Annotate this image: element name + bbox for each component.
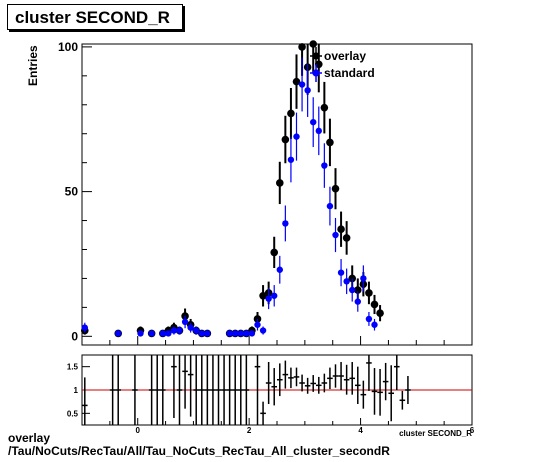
legend: overlay standard — [310, 47, 375, 82]
data-point — [159, 330, 166, 337]
data-point — [248, 330, 256, 337]
data-point — [321, 162, 328, 169]
data-point — [281, 135, 290, 144]
data-point — [176, 327, 183, 334]
caption: overlay /Tau/NoCuts/RecTau/All/Tau_NoCut… — [8, 432, 390, 458]
data-point — [337, 269, 345, 276]
legend-marker — [312, 69, 320, 77]
ratio-x-tick-label: 4 — [358, 426, 363, 435]
main-axis-ticks: 0 50 100 — [58, 40, 473, 345]
data-point — [259, 291, 267, 300]
data-point — [265, 295, 272, 302]
chart-title: cluster SECOND_R — [7, 4, 183, 30]
data-point — [204, 330, 211, 337]
data-point — [349, 286, 356, 294]
main-series-layer — [80, 40, 384, 338]
data-point — [342, 234, 351, 242]
legend-label-overlay: overlay — [324, 49, 366, 63]
data-point — [276, 266, 283, 273]
data-point — [275, 179, 284, 187]
data-point — [310, 118, 317, 126]
y-axis-label: Entries — [26, 45, 40, 86]
y-tick-label: 50 — [65, 185, 79, 199]
data-point — [259, 327, 267, 334]
data-point — [81, 324, 88, 331]
data-point — [187, 324, 194, 331]
data-point — [193, 327, 200, 334]
ratio-y-tick-label: 0.5 — [67, 409, 79, 418]
data-point — [165, 330, 172, 337]
data-point — [148, 330, 155, 337]
data-point — [354, 298, 361, 305]
data-point — [181, 318, 189, 326]
data-point — [198, 330, 205, 337]
x-axis-label: cluster SECOND_R — [399, 429, 472, 438]
data-point — [331, 184, 340, 193]
data-point — [237, 330, 244, 337]
data-point — [137, 330, 144, 337]
data-point — [298, 43, 306, 51]
caption-line-1: overlay — [8, 431, 51, 445]
y-tick-label: 0 — [71, 329, 78, 343]
data-point — [304, 87, 311, 94]
main-plot-frame — [81, 43, 473, 346]
ratio-x-tick-label: 0 — [135, 426, 140, 435]
caption-line-2: /Tau/NoCuts/RecTau/All/Tau_NoCuts_RecTau… — [8, 444, 390, 458]
data-point — [326, 202, 334, 210]
ratio-y-tick-label: 1 — [74, 386, 79, 395]
ratio-series-layer — [82, 355, 411, 425]
data-point — [170, 327, 178, 334]
data-point — [254, 321, 261, 328]
ratio-x-tick-label: 2 — [247, 426, 252, 435]
data-point — [287, 109, 295, 118]
data-point — [270, 248, 279, 257]
data-point — [343, 278, 350, 285]
data-point — [370, 300, 379, 309]
data-point — [320, 103, 329, 112]
legend-marker — [312, 52, 320, 60]
data-point — [332, 231, 339, 239]
data-point — [326, 138, 334, 147]
ratio-y-tick-label: 1.5 — [67, 363, 79, 372]
y-tick-label: 100 — [58, 40, 78, 54]
data-point — [226, 330, 233, 337]
data-point — [243, 330, 250, 337]
data-point — [365, 315, 373, 323]
data-point — [292, 77, 301, 86]
data-point — [314, 60, 323, 69]
data-point — [376, 309, 384, 317]
data-point — [282, 220, 289, 227]
data-point — [365, 289, 373, 297]
data-point — [232, 330, 239, 337]
data-point — [271, 292, 278, 299]
ratio-x-tick-label: 6 — [470, 426, 475, 435]
data-point — [309, 40, 318, 48]
data-point — [360, 275, 367, 282]
data-point — [298, 81, 306, 88]
series-standard — [81, 57, 378, 337]
data-point — [115, 330, 122, 337]
data-point — [337, 225, 345, 234]
data-point — [287, 156, 295, 163]
data-point — [315, 127, 322, 135]
data-point — [293, 133, 300, 140]
data-point — [371, 321, 378, 328]
legend-label-standard: standard — [324, 66, 375, 80]
data-point — [353, 286, 362, 294]
